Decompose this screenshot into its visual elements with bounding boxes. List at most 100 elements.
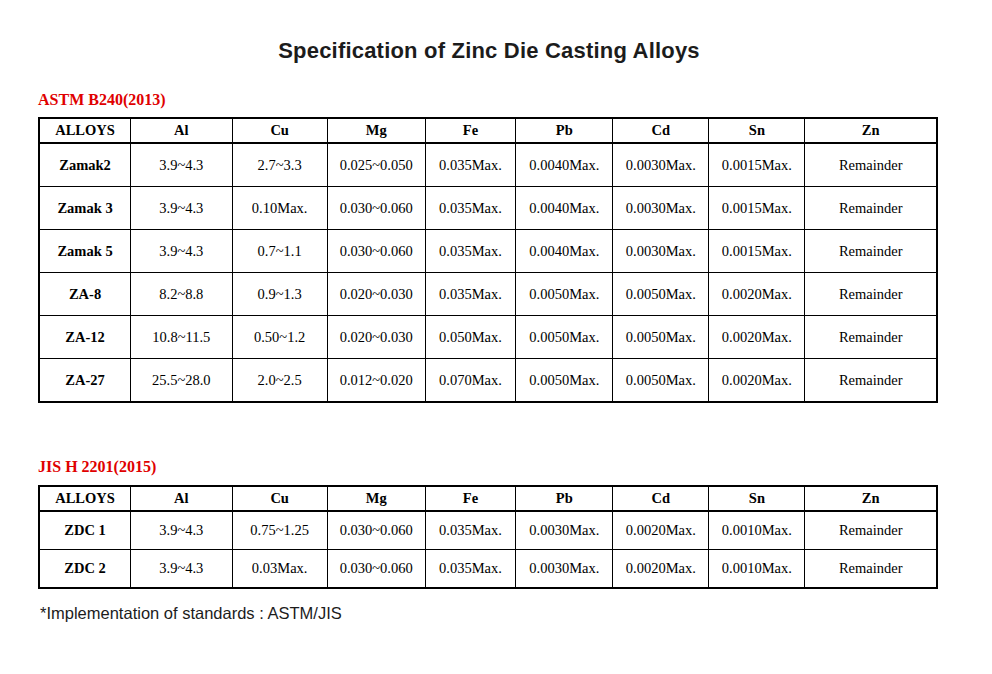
column-header-cd: Cd [613, 118, 709, 143]
value-cell: 0.020~0.030 [327, 316, 425, 359]
value-cell: Remainder [805, 230, 937, 273]
column-header-alloys: ALLOYS [39, 118, 131, 143]
value-cell: 0.050Max. [425, 316, 516, 359]
alloy-name-cell: Zamak 5 [39, 230, 131, 273]
value-cell: 0.0010Max. [709, 550, 805, 589]
value-cell: 0.0050Max. [613, 316, 709, 359]
header-row: ALLOYSAlCuMgFePbCdSnZn [39, 486, 937, 511]
value-cell: 0.0050Max. [613, 359, 709, 403]
value-cell: 3.9~4.3 [131, 230, 232, 273]
column-header-pb: Pb [516, 118, 613, 143]
value-cell: 0.0015Max. [709, 230, 805, 273]
column-header-fe: Fe [425, 118, 516, 143]
value-cell: 3.9~4.3 [131, 187, 232, 230]
value-cell: 25.5~28.0 [131, 359, 232, 403]
value-cell: 0.0030Max. [516, 550, 613, 589]
value-cell: 0.0030Max. [613, 230, 709, 273]
header-row: ALLOYSAlCuMgFePbCdSnZn [39, 118, 937, 143]
column-header-al: Al [131, 118, 232, 143]
value-cell: 0.035Max. [425, 187, 516, 230]
value-cell: 0.10Max. [232, 187, 327, 230]
value-cell: 0.9~1.3 [232, 273, 327, 316]
value-cell: 2.7~3.3 [232, 143, 327, 187]
column-header-cu: Cu [232, 486, 327, 511]
value-cell: 10.8~11.5 [131, 316, 232, 359]
value-cell: 0.0050Max. [516, 316, 613, 359]
value-cell: 0.0040Max. [516, 143, 613, 187]
value-cell: 0.0040Max. [516, 230, 613, 273]
value-cell: 0.0030Max. [516, 511, 613, 550]
value-cell: 0.0015Max. [709, 143, 805, 187]
value-cell: 0.0050Max. [516, 359, 613, 403]
value-cell: 0.0050Max. [516, 273, 613, 316]
value-cell: 0.035Max. [425, 273, 516, 316]
value-cell: 3.9~4.3 [131, 550, 232, 589]
page-title: Specification of Zinc Die Casting Alloys [38, 38, 940, 64]
value-cell: Remainder [805, 359, 937, 403]
value-cell: 0.030~0.060 [327, 230, 425, 273]
value-cell: 0.0020Max. [613, 511, 709, 550]
value-cell: 0.020~0.030 [327, 273, 425, 316]
column-header-pb: Pb [516, 486, 613, 511]
section-jis: JIS H 2201(2015) ALLOYSAlCuMgFePbCdSnZn … [38, 458, 940, 589]
alloy-name-cell: ZA-27 [39, 359, 131, 403]
value-cell: 0.0040Max. [516, 187, 613, 230]
table-row: Zamak 33.9~4.30.10Max.0.030~0.0600.035Ma… [39, 187, 937, 230]
alloy-name-cell: Zamak2 [39, 143, 131, 187]
column-header-mg: Mg [327, 118, 425, 143]
astm-spec-table: ALLOYSAlCuMgFePbCdSnZn Zamak23.9~4.32.7~… [38, 117, 938, 403]
table-row: ZA-88.2~8.80.9~1.30.020~0.0300.035Max.0.… [39, 273, 937, 316]
footnote: *Implementation of standards : ASTM/JIS [40, 604, 940, 623]
column-header-alloys: ALLOYS [39, 486, 131, 511]
value-cell: 3.9~4.3 [131, 143, 232, 187]
table-row: ZDC 23.9~4.30.03Max.0.030~0.0600.035Max.… [39, 550, 937, 589]
column-header-mg: Mg [327, 486, 425, 511]
value-cell: 0.0010Max. [709, 511, 805, 550]
value-cell: 0.0020Max. [709, 273, 805, 316]
value-cell: 0.0020Max. [709, 316, 805, 359]
value-cell: 0.0050Max. [613, 273, 709, 316]
value-cell: 0.0030Max. [613, 187, 709, 230]
table-row: ZA-2725.5~28.02.0~2.50.012~0.0200.070Max… [39, 359, 937, 403]
section-heading-astm: ASTM B240(2013) [38, 91, 940, 109]
jis-spec-table: ALLOYSAlCuMgFePbCdSnZn ZDC 13.9~4.30.75~… [38, 485, 938, 589]
value-cell: 0.035Max. [425, 230, 516, 273]
alloy-name-cell: ZA-8 [39, 273, 131, 316]
alloy-name-cell: ZA-12 [39, 316, 131, 359]
column-header-zn: Zn [805, 118, 937, 143]
alloy-name-cell: Zamak 3 [39, 187, 131, 230]
value-cell: Remainder [805, 511, 937, 550]
value-cell: Remainder [805, 187, 937, 230]
value-cell: 0.0030Max. [613, 143, 709, 187]
value-cell: 0.0020Max. [613, 550, 709, 589]
value-cell: 0.035Max. [425, 511, 516, 550]
column-header-cu: Cu [232, 118, 327, 143]
value-cell: 0.7~1.1 [232, 230, 327, 273]
value-cell: 2.0~2.5 [232, 359, 327, 403]
column-header-zn: Zn [805, 486, 937, 511]
value-cell: 0.030~0.060 [327, 187, 425, 230]
column-header-fe: Fe [425, 486, 516, 511]
value-cell: 0.0015Max. [709, 187, 805, 230]
value-cell: 8.2~8.8 [131, 273, 232, 316]
document-page: Specification of Zinc Die Casting Alloys… [0, 0, 992, 674]
value-cell: 0.025~0.050 [327, 143, 425, 187]
value-cell: 0.03Max. [232, 550, 327, 589]
section-astm: ASTM B240(2013) ALLOYSAlCuMgFePbCdSnZn Z… [38, 91, 940, 403]
value-cell: 0.030~0.060 [327, 511, 425, 550]
value-cell: 3.9~4.3 [131, 511, 232, 550]
value-cell: 0.012~0.020 [327, 359, 425, 403]
value-cell: 0.035Max. [425, 550, 516, 589]
value-cell: 0.50~1.2 [232, 316, 327, 359]
table-row: Zamak 53.9~4.30.7~1.10.030~0.0600.035Max… [39, 230, 937, 273]
table-row: ZDC 13.9~4.30.75~1.250.030~0.0600.035Max… [39, 511, 937, 550]
value-cell: Remainder [805, 273, 937, 316]
value-cell: Remainder [805, 143, 937, 187]
column-header-sn: Sn [709, 486, 805, 511]
value-cell: Remainder [805, 550, 937, 589]
column-header-cd: Cd [613, 486, 709, 511]
column-header-sn: Sn [709, 118, 805, 143]
value-cell: 0.070Max. [425, 359, 516, 403]
section-heading-jis: JIS H 2201(2015) [38, 458, 940, 476]
value-cell: 0.030~0.060 [327, 550, 425, 589]
